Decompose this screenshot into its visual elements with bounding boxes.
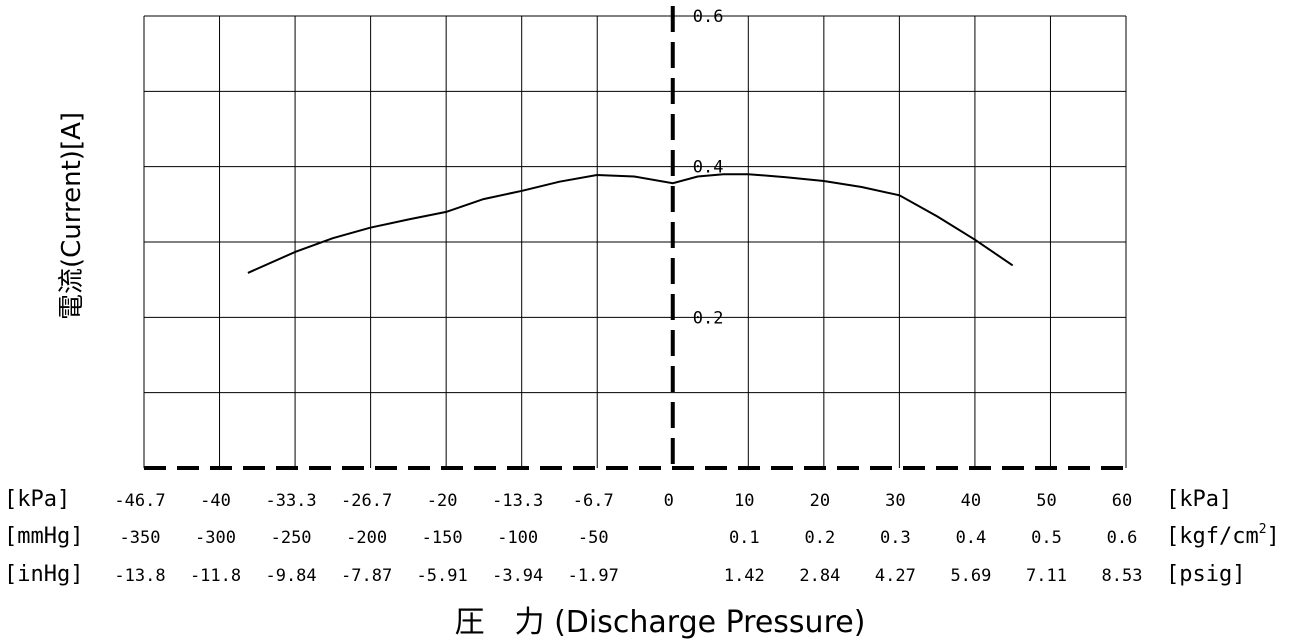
series-layer [247,173,1014,274]
inhg-tick-label: 5.69 [950,566,991,586]
kpa-tick-label: 0 [664,491,674,511]
inhg-tick-label: -9.84 [265,566,316,586]
unit-psig: [psig] [1166,562,1245,587]
x-tick-rows: -46.7 -40 -33.3 -26.7 -20 -13.3 -6.7 0 10 20 30 40 5… [114,491,1142,586]
inhg-tick-label: 2.84 [799,566,840,586]
mmhg-tick-label: 0.4 [956,528,987,548]
inhg-tick-label: -1.97 [568,566,619,586]
inhg-tick-label: 4.27 [875,566,916,586]
y-tick-label: 0.6 [693,7,724,27]
kpa-tick-label: -26.7 [341,491,392,511]
kpa-tick-label: 50 [1036,491,1056,511]
mmhg-tick-label: 0.1 [729,528,760,548]
mmhg-tick-label: -150 [422,528,463,548]
mmhg-tick-label: 0.3 [880,528,911,548]
unit-kpa-left: [kPa] [4,487,70,512]
mmhg-tick-label: -300 [195,528,236,548]
axes [144,6,1126,470]
inhg-tick-label: -11.8 [190,566,241,586]
inhg-tick-label: -7.87 [341,566,392,586]
kpa-tick-label: -6.7 [573,491,614,511]
mmhg-tick-label: -200 [346,528,387,548]
unit-kgf-main: [kgf/cm [1166,524,1259,549]
kpa-tick-label: -46.7 [114,491,165,511]
mmhg-tick-label: -350 [120,528,161,548]
kpa-tick-label: 10 [734,491,754,511]
mmhg-tick-label: -250 [271,528,312,548]
inhg-tick-label: 7.11 [1026,566,1067,586]
mmhg-tick-label: -100 [497,528,538,548]
unit-mmhg: [mmHg] [4,524,83,549]
kpa-tick-label: -40 [200,491,231,511]
mmhg-tick-label: -50 [578,528,609,548]
y-tick-label: 0.2 [693,308,724,328]
inhg-tick-label: 8.53 [1102,566,1143,586]
y-axis-label: 電流(Current)[A] [57,112,87,320]
inhg-tick-label: -13.8 [114,566,165,586]
mmhg-tick-label: 0.5 [1031,528,1062,548]
y-tick-labels: 0.6 0.4 0.2 [693,7,724,328]
x-axis-label: 圧 力 (Discharge Pressure) [455,605,866,640]
unit-inhg: [inHg] [4,562,83,587]
kpa-tick-label: 20 [810,491,830,511]
inhg-tick-label: 1.42 [724,566,765,586]
kpa-tick-label: -33.3 [265,491,316,511]
unit-kgf: [kgf/cm2] [1166,522,1280,549]
grid [143,15,1127,468]
inhg-tick-label: -3.94 [492,566,543,586]
kpa-tick-label: 40 [961,491,981,511]
unit-kgf-close: ] [1267,524,1280,549]
inhg-tick-label: -5.91 [417,566,468,586]
mmhg-tick-label: 0.6 [1107,528,1138,548]
y-tick-label: 0.4 [693,158,724,178]
kpa-tick-label: 60 [1112,491,1132,511]
unit-kgf-sup: 2 [1259,522,1267,537]
unit-kpa-right: [kPa] [1166,487,1232,512]
kpa-tick-label: -20 [427,491,458,511]
kpa-tick-label: -13.3 [492,491,543,511]
mmhg-tick-label: 0.2 [804,528,835,548]
kpa-tick-label: 30 [885,491,905,511]
series-line [247,173,1014,274]
